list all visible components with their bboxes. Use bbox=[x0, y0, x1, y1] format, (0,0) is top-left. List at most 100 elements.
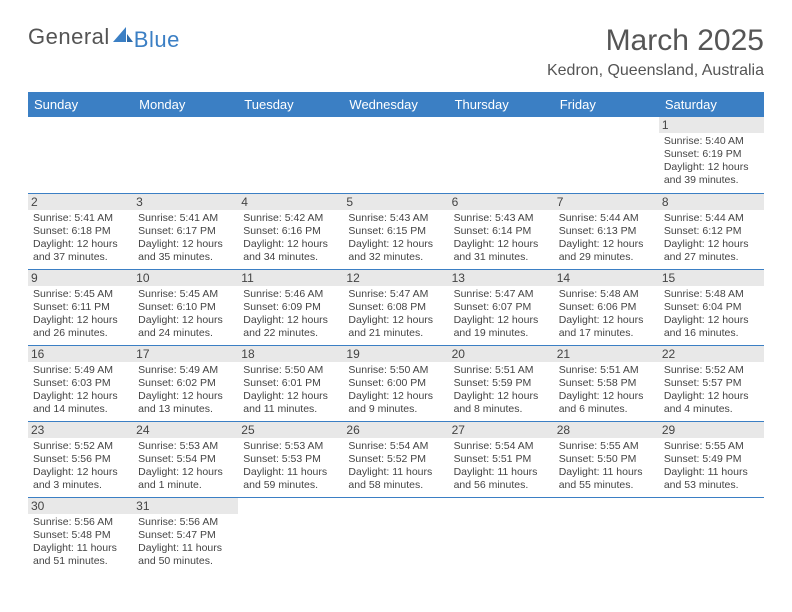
sunset-text: Sunset: 5:48 PM bbox=[33, 529, 128, 542]
sunset-text: Sunset: 6:10 PM bbox=[138, 301, 233, 314]
day-number: 29 bbox=[659, 422, 764, 438]
calendar-cell: 19Sunrise: 5:50 AMSunset: 6:00 PMDayligh… bbox=[343, 345, 448, 421]
calendar-cell: 27Sunrise: 5:54 AMSunset: 5:51 PMDayligh… bbox=[449, 421, 554, 497]
calendar-cell: 8Sunrise: 5:44 AMSunset: 6:12 PMDaylight… bbox=[659, 193, 764, 269]
sunset-text: Sunset: 6:07 PM bbox=[454, 301, 549, 314]
logo-text-blue: Blue bbox=[134, 27, 180, 53]
calendar-cell: 31Sunrise: 5:56 AMSunset: 5:47 PMDayligh… bbox=[133, 497, 238, 573]
daylight-text: Daylight: 12 hours and 37 minutes. bbox=[33, 238, 128, 264]
calendar-cell bbox=[238, 117, 343, 193]
calendar-cell: 3Sunrise: 5:41 AMSunset: 6:17 PMDaylight… bbox=[133, 193, 238, 269]
weekday-header: Tuesday bbox=[238, 92, 343, 117]
day-number: 10 bbox=[133, 270, 238, 286]
daylight-text: Daylight: 12 hours and 16 minutes. bbox=[664, 314, 759, 340]
day-detail: Sunrise: 5:41 AMSunset: 6:18 PMDaylight:… bbox=[33, 212, 128, 265]
daylight-text: Daylight: 12 hours and 6 minutes. bbox=[559, 390, 654, 416]
sunset-text: Sunset: 5:56 PM bbox=[33, 453, 128, 466]
sunrise-text: Sunrise: 5:41 AM bbox=[33, 212, 128, 225]
sunrise-text: Sunrise: 5:40 AM bbox=[664, 135, 759, 148]
calendar-cell: 5Sunrise: 5:43 AMSunset: 6:15 PMDaylight… bbox=[343, 193, 448, 269]
day-number: 4 bbox=[238, 194, 343, 210]
sunset-text: Sunset: 6:11 PM bbox=[33, 301, 128, 314]
day-number: 23 bbox=[28, 422, 133, 438]
logo: General Blue bbox=[28, 24, 180, 55]
sunset-text: Sunset: 6:02 PM bbox=[138, 377, 233, 390]
day-detail: Sunrise: 5:49 AMSunset: 6:02 PMDaylight:… bbox=[138, 364, 233, 417]
calendar-cell: 13Sunrise: 5:47 AMSunset: 6:07 PMDayligh… bbox=[449, 269, 554, 345]
day-number: 2 bbox=[28, 194, 133, 210]
day-detail: Sunrise: 5:54 AMSunset: 5:51 PMDaylight:… bbox=[454, 440, 549, 493]
day-detail: Sunrise: 5:48 AMSunset: 6:04 PMDaylight:… bbox=[664, 288, 759, 341]
header: General Blue March 2025 Kedron, Queensla… bbox=[28, 24, 764, 80]
calendar-cell: 12Sunrise: 5:47 AMSunset: 6:08 PMDayligh… bbox=[343, 269, 448, 345]
calendar-row: 1Sunrise: 5:40 AMSunset: 6:19 PMDaylight… bbox=[28, 117, 764, 193]
sunrise-text: Sunrise: 5:50 AM bbox=[348, 364, 443, 377]
calendar-cell: 1Sunrise: 5:40 AMSunset: 6:19 PMDaylight… bbox=[659, 117, 764, 193]
calendar-cell: 30Sunrise: 5:56 AMSunset: 5:48 PMDayligh… bbox=[28, 497, 133, 573]
daylight-text: Daylight: 12 hours and 17 minutes. bbox=[559, 314, 654, 340]
day-detail: Sunrise: 5:53 AMSunset: 5:53 PMDaylight:… bbox=[243, 440, 338, 493]
calendar-cell: 11Sunrise: 5:46 AMSunset: 6:09 PMDayligh… bbox=[238, 269, 343, 345]
calendar-cell: 4 Sunrise: 5:42 AMSunset: 6:16 PMDaylight… bbox=[238, 193, 343, 269]
sunset-text: Sunset: 6:19 PM bbox=[664, 148, 759, 161]
weekday-header: Saturday bbox=[659, 92, 764, 117]
daylight-text: Daylight: 12 hours and 14 minutes. bbox=[33, 390, 128, 416]
daylight-text: Daylight: 12 hours and 26 minutes. bbox=[33, 314, 128, 340]
sunrise-text: Sunrise: 5:45 AM bbox=[33, 288, 128, 301]
day-number: 21 bbox=[554, 346, 659, 362]
sunrise-text: Sunrise: 5:43 AM bbox=[454, 212, 549, 225]
day-number: 31 bbox=[133, 498, 238, 514]
day-number: 5 bbox=[343, 194, 448, 210]
calendar-cell: 21 Sunrise: 5:51 AMSunset: 5:58 PMDayligh… bbox=[554, 345, 659, 421]
daylight-text: Daylight: 12 hours and 32 minutes. bbox=[348, 238, 443, 264]
sunrise-text: Sunrise: 5:51 AM bbox=[559, 364, 654, 377]
sunset-text: Sunset: 6:17 PM bbox=[138, 225, 233, 238]
sunset-text: Sunset: 6:09 PM bbox=[243, 301, 338, 314]
daylight-text: Daylight: 12 hours and 24 minutes. bbox=[138, 314, 233, 340]
weekday-header-row: Sunday Monday Tuesday Wednesday Thursday… bbox=[28, 92, 764, 117]
calendar-cell: 24Sunrise: 5:53 AMSunset: 5:54 PMDayligh… bbox=[133, 421, 238, 497]
calendar-cell: 16Sunrise: 5:49 AMSunset: 6:03 PMDayligh… bbox=[28, 345, 133, 421]
calendar-cell: 18Sunrise: 5:50 AMSunset: 6:01 PMDayligh… bbox=[238, 345, 343, 421]
sunset-text: Sunset: 5:52 PM bbox=[348, 453, 443, 466]
sunrise-text: Sunrise: 5:45 AM bbox=[138, 288, 233, 301]
sunset-text: Sunset: 6:00 PM bbox=[348, 377, 443, 390]
day-detail: Sunrise: 5:55 AMSunset: 5:49 PMDaylight:… bbox=[664, 440, 759, 493]
sunset-text: Sunset: 5:58 PM bbox=[559, 377, 654, 390]
location: Kedron, Queensland, Australia bbox=[547, 62, 764, 80]
day-detail: Sunrise: 5:47 AMSunset: 6:08 PMDaylight:… bbox=[348, 288, 443, 341]
day-detail: Sunrise: 5:42 AMSunset: 6:16 PMDaylight:… bbox=[243, 212, 338, 265]
calendar-cell bbox=[449, 117, 554, 193]
sunset-text: Sunset: 5:50 PM bbox=[559, 453, 654, 466]
calendar-cell: 20Sunrise: 5:51 AMSunset: 5:59 PMDayligh… bbox=[449, 345, 554, 421]
sunrise-text: Sunrise: 5:44 AM bbox=[664, 212, 759, 225]
calendar-cell bbox=[133, 117, 238, 193]
calendar-cell: 22Sunrise: 5:52 AMSunset: 5:57 PMDayligh… bbox=[659, 345, 764, 421]
calendar-cell: 17Sunrise: 5:49 AMSunset: 6:02 PMDayligh… bbox=[133, 345, 238, 421]
day-number: 18 bbox=[238, 346, 343, 362]
day-number: 14 bbox=[554, 270, 659, 286]
title-block: March 2025 Kedron, Queensland, Australia bbox=[547, 24, 764, 80]
daylight-text: Daylight: 11 hours and 59 minutes. bbox=[243, 466, 338, 492]
sunrise-text: Sunrise: 5:54 AM bbox=[454, 440, 549, 453]
calendar-cell bbox=[238, 497, 343, 573]
day-number: 24 bbox=[133, 422, 238, 438]
daylight-text: Daylight: 12 hours and 9 minutes. bbox=[348, 390, 443, 416]
sunset-text: Sunset: 5:57 PM bbox=[664, 377, 759, 390]
day-number: 30 bbox=[28, 498, 133, 514]
calendar-cell: 26Sunrise: 5:54 AMSunset: 5:52 PMDayligh… bbox=[343, 421, 448, 497]
day-number: 3 bbox=[133, 194, 238, 210]
weekday-header: Friday bbox=[554, 92, 659, 117]
daylight-text: Daylight: 12 hours and 13 minutes. bbox=[138, 390, 233, 416]
calendar-cell: 23Sunrise: 5:52 AMSunset: 5:56 PMDayligh… bbox=[28, 421, 133, 497]
sunrise-text: Sunrise: 5:43 AM bbox=[348, 212, 443, 225]
daylight-text: Daylight: 11 hours and 50 minutes. bbox=[138, 542, 233, 568]
day-detail: Sunrise: 5:49 AMSunset: 6:03 PMDaylight:… bbox=[33, 364, 128, 417]
day-detail: Sunrise: 5:48 AMSunset: 6:06 PMDaylight:… bbox=[559, 288, 654, 341]
daylight-text: Daylight: 12 hours and 35 minutes. bbox=[138, 238, 233, 264]
sunset-text: Sunset: 6:06 PM bbox=[559, 301, 654, 314]
sunrise-text: Sunrise: 5:55 AM bbox=[559, 440, 654, 453]
calendar-table: Sunday Monday Tuesday Wednesday Thursday… bbox=[28, 92, 764, 573]
sunset-text: Sunset: 6:16 PM bbox=[243, 225, 338, 238]
day-number: 6 bbox=[449, 194, 554, 210]
